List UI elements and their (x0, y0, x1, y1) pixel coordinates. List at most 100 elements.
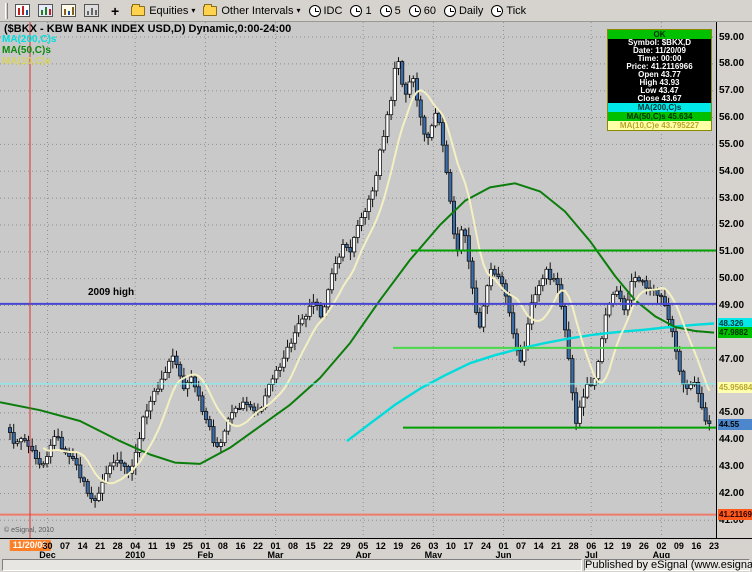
data-window-row: Date: 11/20/09 (633, 46, 686, 55)
time-axis-tick: 06 (586, 541, 597, 551)
candle-body (241, 401, 246, 410)
candle-body (292, 332, 297, 344)
candle-body (437, 112, 442, 123)
candle-body (662, 296, 667, 306)
candle-body (407, 81, 412, 95)
candle-body (629, 281, 634, 301)
candle-body (533, 294, 538, 304)
candle-body (403, 83, 408, 95)
candle-body (359, 217, 364, 226)
candle-body (196, 386, 201, 397)
candle-body (548, 268, 553, 280)
plus-icon: + (111, 2, 120, 19)
time-axis-tick: 16 (235, 541, 246, 551)
candle-body (366, 198, 371, 212)
candle-body (414, 78, 419, 101)
candle-body (167, 360, 172, 373)
candle-body (181, 375, 186, 390)
data-window-header[interactable]: OK (608, 30, 711, 39)
time-axis-tick: 17 (463, 541, 474, 551)
candle-body (422, 116, 427, 135)
candle-body (496, 273, 501, 278)
clock-icon (491, 4, 504, 17)
candle-body (625, 299, 630, 311)
candle-body (52, 436, 57, 446)
candle-body (170, 355, 175, 362)
candle-body (185, 381, 190, 390)
candle-body (189, 376, 194, 383)
candle-body (144, 410, 149, 418)
candle-body (537, 285, 542, 296)
candle-body (296, 323, 301, 334)
time-axis-tick: 01 (498, 541, 509, 551)
other-intervals-dropdown[interactable]: Other Intervals ▾ (199, 2, 304, 20)
price-axis-label: 45.00 (719, 407, 745, 419)
interval-button-5[interactable]: 5 (376, 2, 405, 20)
interval-button-tick[interactable]: Tick (487, 2, 530, 20)
time-axis-tick: 24 (480, 541, 491, 551)
cursor-date-badge: 11/20/09 (9, 540, 51, 551)
candle-body (33, 449, 38, 459)
price-axis[interactable]: 59.00 58.00 57.00 56.00 55.00 54.00 53.00 52.00… (716, 22, 752, 538)
candle-body (699, 393, 704, 409)
candle-body (681, 370, 686, 385)
interval-button-daily[interactable]: Daily (440, 2, 487, 20)
candle-body (440, 122, 445, 146)
equities-dropdown[interactable]: Equities ▾ (127, 2, 199, 20)
candle-body (318, 305, 323, 318)
candle-body (207, 419, 212, 427)
clock-icon (443, 4, 456, 17)
candle-body (59, 436, 64, 450)
candle-body (588, 384, 593, 387)
time-axis-tick: 08 (217, 541, 228, 551)
candle-body (614, 290, 619, 295)
data-window-ma-row: MA(50,C)s 45.634 (608, 112, 711, 121)
candle-body (470, 260, 475, 289)
price-axis-label: 50.00 (719, 273, 745, 285)
candle-body (89, 492, 94, 500)
interval-button-1[interactable]: 1 (346, 2, 375, 20)
price-axis-label: 56.00 (719, 112, 745, 124)
time-axis-tick: 03 (428, 541, 439, 551)
data-window[interactable]: OK Symbol: $BKX,D Date: 11/20/09 Time: 00:… (607, 29, 712, 131)
add-symbol-button[interactable]: + (103, 2, 127, 20)
time-axis-tick: 01 (200, 541, 211, 551)
candle-body (522, 346, 527, 362)
candle-body (640, 280, 645, 283)
candle-body (674, 331, 679, 352)
chart-red-icon[interactable] (11, 2, 34, 20)
status-bar: Published by eSignal (www.esignal.com) (0, 558, 752, 572)
toolbar-grip[interactable] (5, 2, 8, 19)
time-axis-tick: 05 (358, 541, 369, 551)
candlestick-chart (0, 22, 716, 538)
candle-body (233, 407, 238, 414)
time-axis-tick: 08 (288, 541, 299, 551)
time-axis-tick: 26 (638, 541, 649, 551)
time-axis[interactable]: 11/20/09 30 07 14 21 28 04 11 19 25 01 08 16 22 01 08 15… (0, 538, 752, 560)
candle-body (107, 465, 112, 475)
interval-button-idc[interactable]: IDC (305, 2, 347, 20)
price-axis-label: 59.00 (719, 31, 745, 43)
chart-plot-area[interactable]: ($BKX - KBW BANK INDEX USD,D) Dynamic,0:… (0, 22, 716, 538)
interval-button-60[interactable]: 60 (405, 2, 440, 20)
chart-window2-icon[interactable] (57, 2, 80, 20)
candle-body (370, 190, 375, 200)
price-axis-label: 41.00 (719, 514, 745, 526)
time-axis-tick: 11 (148, 541, 158, 551)
candle-body (444, 144, 449, 173)
equities-dropdown-label: Equities (149, 4, 189, 17)
candle-body (607, 303, 612, 316)
price-axis-label: 51.00 (719, 246, 745, 258)
candle-body (119, 459, 124, 464)
candle-body (11, 432, 16, 444)
new-chart-window-icon[interactable] (34, 2, 57, 20)
candle-body (377, 149, 382, 176)
chart-properties-icon[interactable] (80, 2, 103, 20)
time-axis-tick: 19 (393, 541, 404, 551)
candle-body (633, 277, 638, 282)
copyright-text: © eSignal, 2010 (4, 527, 54, 534)
candle-body (596, 361, 601, 380)
candle-body (389, 100, 394, 116)
candle-body (266, 384, 271, 397)
time-axis-tick: 30 (42, 541, 53, 551)
